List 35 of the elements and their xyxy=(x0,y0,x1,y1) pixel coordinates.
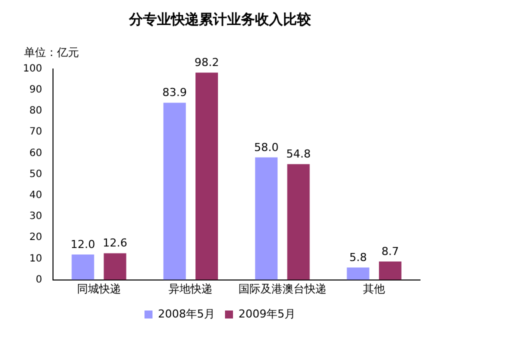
x-tick-label: 异地快递 xyxy=(168,282,213,296)
bar xyxy=(378,261,402,280)
y-tick-label: 100 xyxy=(22,63,42,74)
y-axis-title: 单位：亿元 xyxy=(24,46,79,60)
y-tick-label: 70 xyxy=(29,126,42,138)
x-tick-label: 其他 xyxy=(363,282,386,296)
bar xyxy=(287,164,310,280)
y-tick-label: 0 xyxy=(36,274,42,286)
bar xyxy=(104,253,126,280)
bar xyxy=(163,102,186,280)
data-label: 8.7 xyxy=(381,244,399,258)
data-label: 98.2 xyxy=(194,56,219,69)
y-tick-label: 60 xyxy=(29,148,42,159)
y-tick-label: 80 xyxy=(29,106,42,117)
y-tick-label: 50 xyxy=(29,168,42,180)
chart-title: 分专业快递累计业务收入比较 xyxy=(128,11,312,28)
y-tick-label: 40 xyxy=(29,190,42,201)
data-label: 54.8 xyxy=(286,148,311,161)
data-label: 83.9 xyxy=(162,86,187,100)
x-tick-label: 同城快递 xyxy=(76,282,121,296)
legend-label: 2008年5月 xyxy=(158,307,216,320)
data-label: 5.8 xyxy=(349,250,367,264)
bar xyxy=(72,254,94,280)
y-tick-label: 90 xyxy=(29,84,42,96)
data-label: 12.0 xyxy=(70,238,96,251)
bar xyxy=(346,268,370,280)
data-label: 58.0 xyxy=(254,140,279,154)
y-tick-label: 30 xyxy=(29,211,42,222)
x-tick-label: 国际及港澳台快递 xyxy=(238,282,326,296)
bar xyxy=(255,157,278,280)
data-label: 12.6 xyxy=(102,236,128,250)
y-tick-label: 10 xyxy=(29,253,42,264)
bar xyxy=(195,72,218,280)
y-tick-label: 20 xyxy=(29,232,42,244)
legend-label: 2009年5月 xyxy=(238,307,296,320)
